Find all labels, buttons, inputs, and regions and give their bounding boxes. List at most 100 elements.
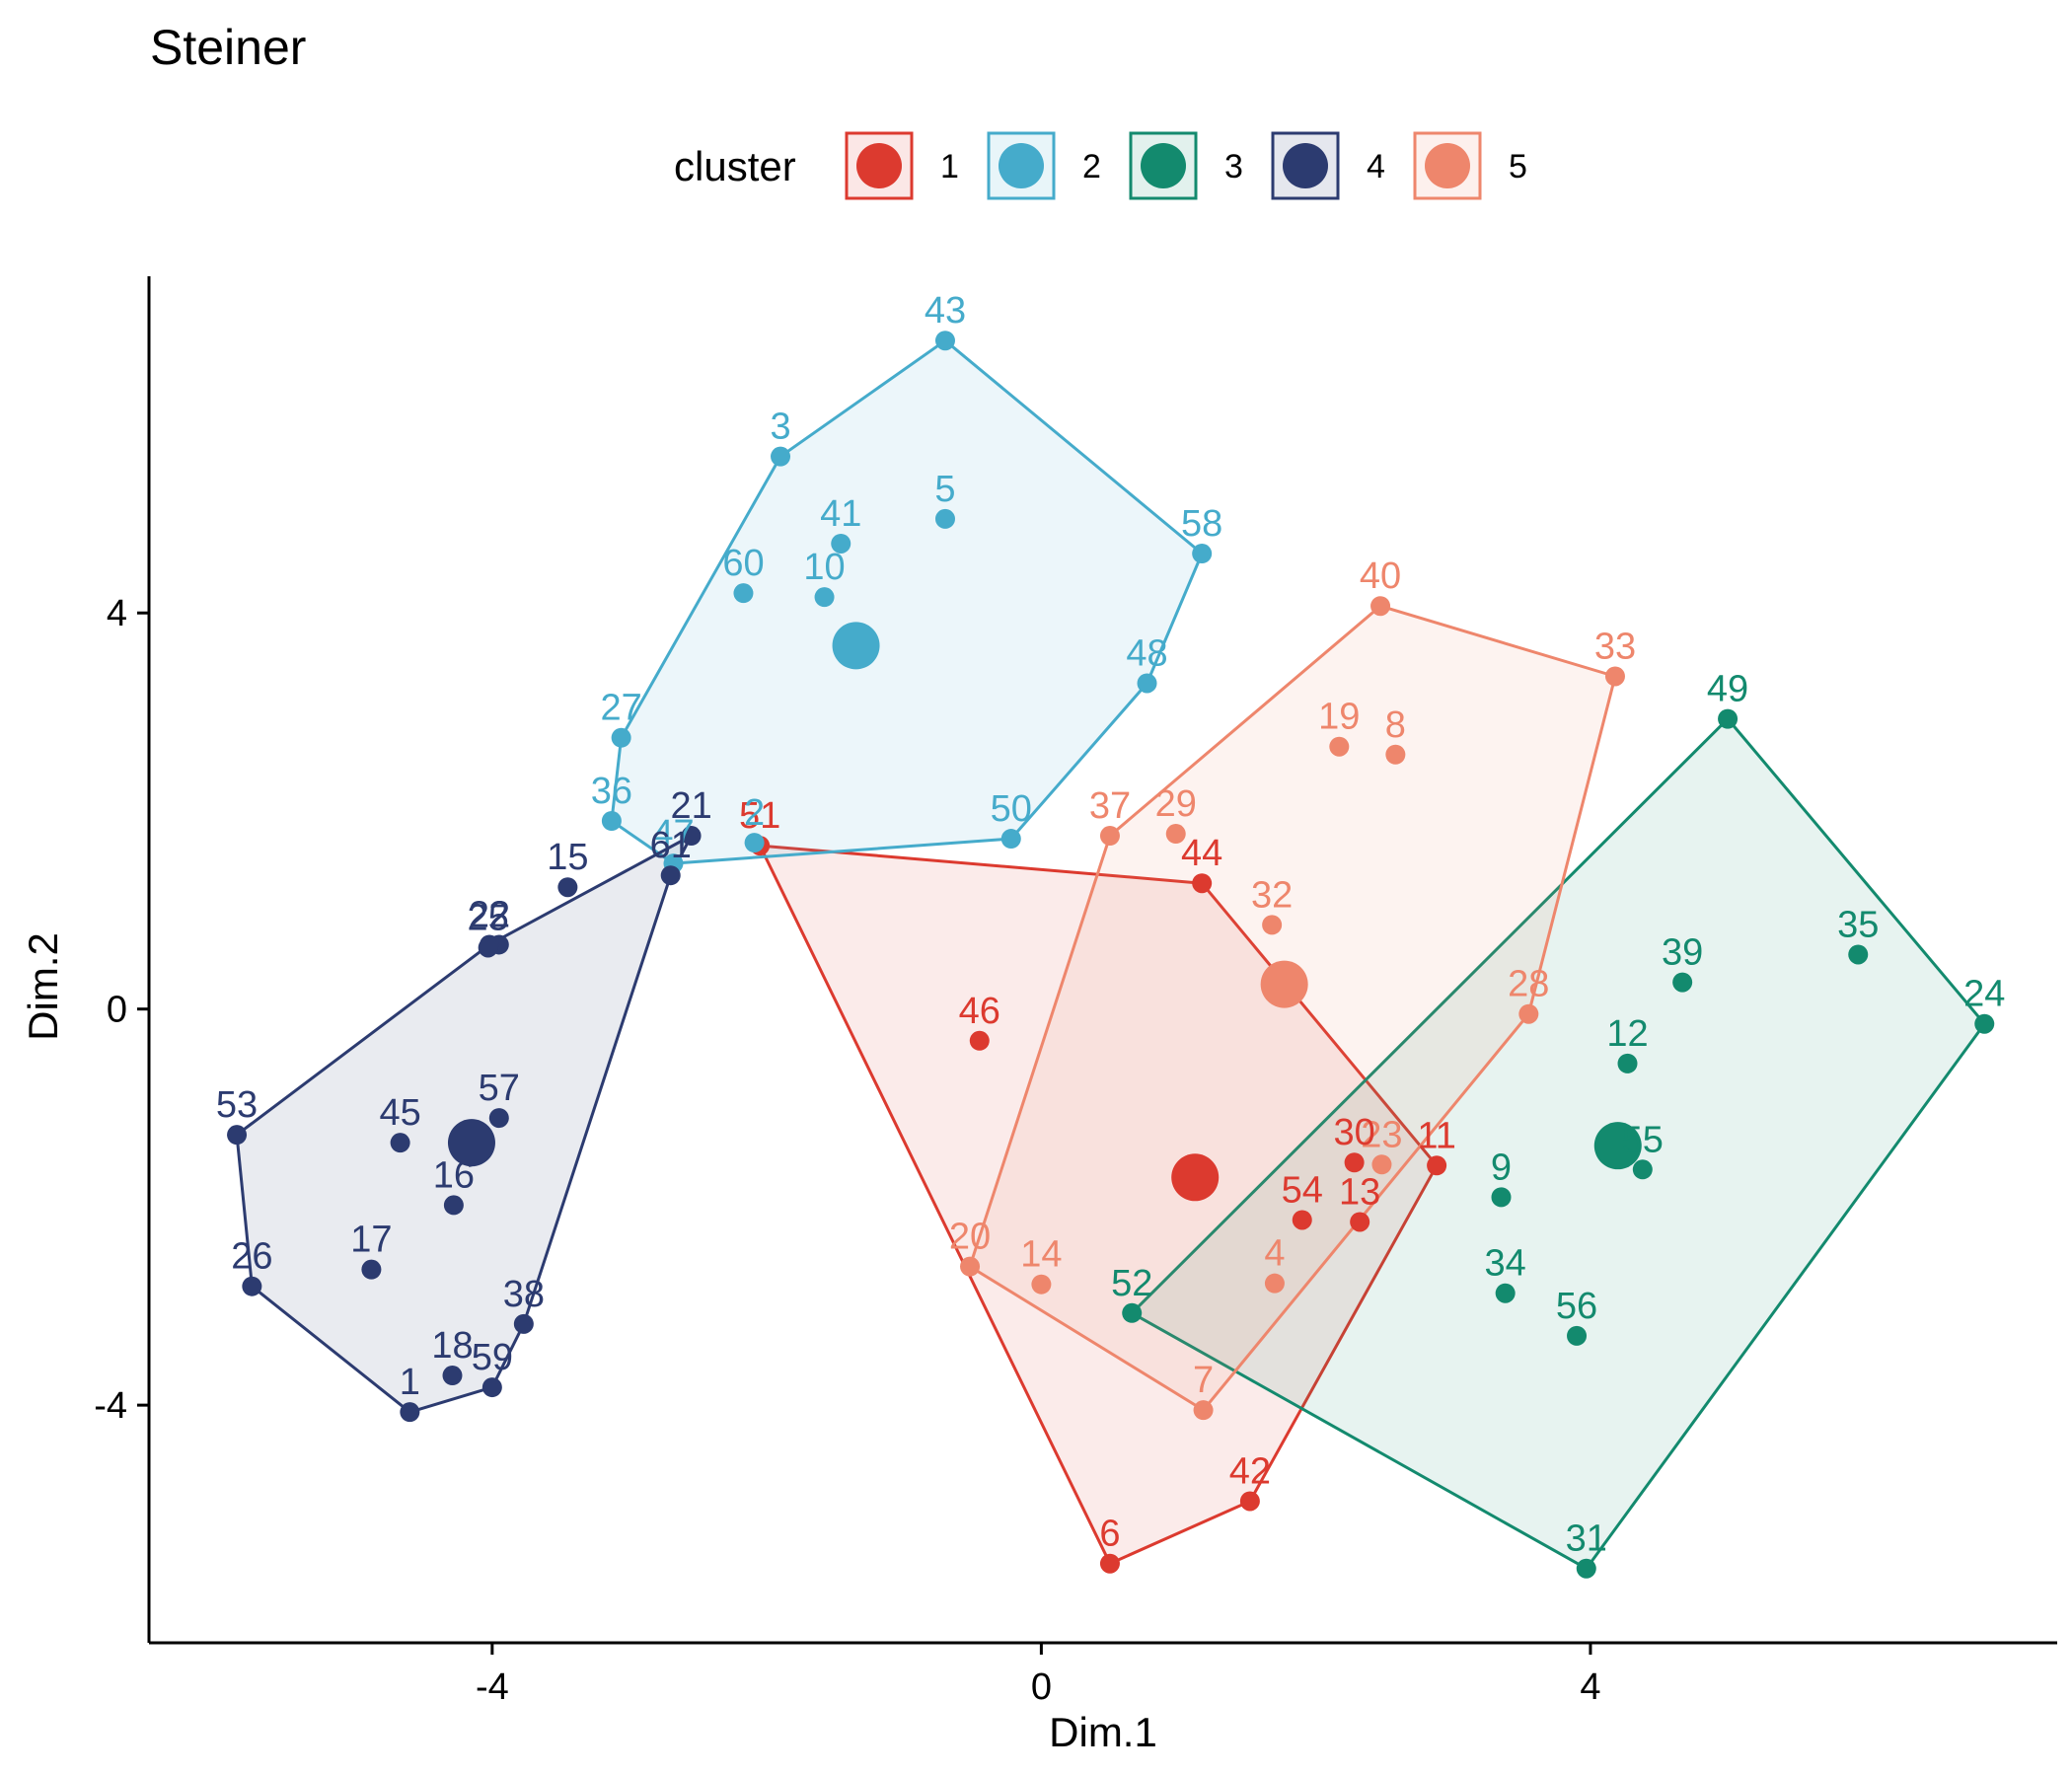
point-label-33: 33	[1594, 626, 1636, 667]
point-label-58: 58	[1181, 503, 1222, 545]
point-label-19: 19	[1318, 697, 1360, 738]
chart-title: Steiner	[150, 20, 306, 75]
point-label-52: 52	[1111, 1263, 1152, 1304]
point-label-44: 44	[1181, 833, 1222, 874]
point-label-42: 42	[1229, 1450, 1271, 1492]
point-26	[242, 1276, 262, 1296]
legend-label-2: 2	[1082, 148, 1101, 185]
point-label-34: 34	[1485, 1243, 1526, 1285]
point-52	[1122, 1302, 1143, 1323]
point-43	[934, 331, 955, 351]
point-label-16: 16	[433, 1154, 475, 1196]
legend-marker-2	[999, 143, 1044, 188]
x-tick-label: 4	[1580, 1666, 1600, 1708]
centroid-cluster-1	[1171, 1153, 1220, 1202]
point-12	[1617, 1053, 1638, 1073]
point-label-3: 3	[770, 407, 790, 448]
centroid-cluster-3	[1593, 1122, 1642, 1170]
point-44	[1192, 873, 1213, 894]
point-label-17: 17	[350, 1220, 392, 1261]
point-30	[1344, 1152, 1365, 1173]
data-points	[227, 331, 1995, 1579]
point-label-38: 38	[503, 1274, 545, 1315]
point-label-40: 40	[1360, 555, 1401, 597]
y-tick-label: 4	[107, 593, 127, 634]
point-19	[1329, 736, 1350, 757]
point-labels: 1234567891011121314151617181920212223242…	[216, 290, 2005, 1559]
legend-label-1: 1	[940, 148, 959, 185]
legend-marker-3	[1141, 143, 1186, 188]
point-label-49: 49	[1707, 669, 1748, 710]
point-label-28: 28	[1508, 964, 1549, 1005]
point-label-2b: 2	[744, 792, 765, 834]
point-17	[361, 1259, 382, 1280]
cluster-hulls	[235, 338, 1986, 1571]
point-31	[1576, 1558, 1596, 1579]
point-21	[681, 826, 702, 847]
y-tick-label: -4	[94, 1385, 127, 1427]
point-label-47: 47	[652, 813, 694, 854]
point-label-25: 25	[468, 897, 509, 938]
point-27	[611, 727, 631, 748]
point-34	[1495, 1283, 1516, 1303]
legend-marker-4	[1283, 143, 1328, 188]
legend-marker-1	[856, 143, 902, 188]
point-39	[1672, 972, 1693, 993]
point-55	[1632, 1159, 1653, 1180]
point-35	[1848, 944, 1869, 965]
point-57	[488, 1108, 509, 1129]
point-label-6: 6	[1099, 1514, 1120, 1555]
point-60	[733, 583, 754, 604]
centroid-cluster-4	[447, 1119, 495, 1167]
point-label-24: 24	[1963, 974, 2005, 1015]
point-label-21: 21	[670, 785, 711, 827]
point-label-61: 61	[650, 825, 692, 866]
point-23	[1371, 1154, 1392, 1175]
point-label-39: 39	[1662, 932, 1703, 974]
point-14	[1031, 1274, 1052, 1295]
point-label-53: 53	[216, 1084, 258, 1126]
point-label-8: 8	[1385, 704, 1406, 746]
point-label-57: 57	[479, 1068, 520, 1109]
point-58	[1192, 544, 1213, 564]
legend: cluster 1 2 3 4 5	[674, 131, 1527, 200]
point-11	[1427, 1155, 1447, 1176]
point-label-36: 36	[591, 771, 632, 812]
point-20	[960, 1256, 981, 1277]
point-28	[1518, 1003, 1539, 1024]
point-label-54: 54	[1282, 1169, 1323, 1211]
point-13	[1350, 1212, 1370, 1232]
point-label-59: 59	[472, 1337, 513, 1378]
point-16	[443, 1195, 464, 1216]
point-38	[513, 1313, 534, 1334]
point-label-55: 55	[1622, 1119, 1664, 1160]
point-label-48: 48	[1126, 632, 1167, 674]
point-label-29: 29	[1155, 783, 1197, 825]
point-53	[227, 1125, 248, 1146]
point-56	[1567, 1325, 1588, 1346]
point-label-4: 4	[1264, 1233, 1285, 1275]
point-label-46: 46	[959, 991, 1000, 1032]
point-label-41: 41	[820, 493, 861, 535]
point-label-50: 50	[991, 788, 1032, 830]
point-48	[1137, 673, 1157, 694]
point-42	[1239, 1491, 1260, 1512]
point-59	[481, 1377, 502, 1398]
x-tick-label: -4	[476, 1666, 509, 1708]
point-label-31: 31	[1566, 1518, 1607, 1560]
point-label-27: 27	[600, 688, 641, 729]
axes: -4 0 4 -4 0 4 Dim.1 Dim.2	[20, 276, 2057, 1755]
point-29	[1165, 824, 1186, 845]
point-label-32: 32	[1251, 874, 1293, 916]
point-label-5: 5	[934, 469, 955, 510]
point-label-37: 37	[1089, 785, 1131, 827]
point-label-14: 14	[1020, 1234, 1062, 1276]
point-label-10: 10	[803, 547, 845, 588]
point-24	[1974, 1013, 1995, 1034]
point-40	[1370, 596, 1391, 617]
point-2b	[744, 833, 765, 853]
legend-label-3: 3	[1224, 148, 1243, 185]
x-tick-label: 0	[1031, 1666, 1052, 1708]
point-50	[1000, 829, 1021, 850]
